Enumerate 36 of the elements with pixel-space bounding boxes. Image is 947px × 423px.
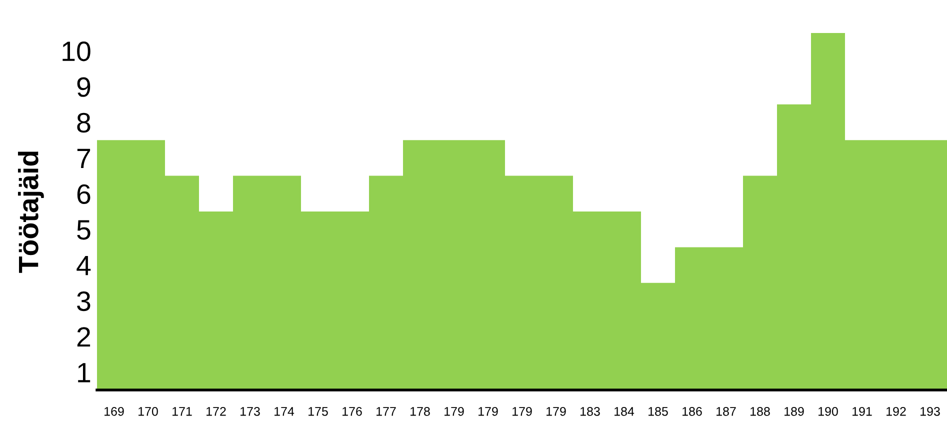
y-tick-label: 4 [76,256,91,276]
x-tick-label: 189 [784,406,804,416]
y-tick-label: 5 [77,220,90,240]
x-tick-label: 192 [886,406,906,416]
x-tick-label: 191 [852,406,872,416]
x-tick-label: 174 [274,407,294,416]
x-tick-label: 179 [546,406,566,416]
x-tick-label: 171 [172,407,192,416]
x-tick-label: 169 [104,406,124,416]
x-tick-label: 183 [580,406,600,416]
y-tick-label: 9 [77,77,90,97]
y-tick-label: 2 [77,327,90,347]
x-tick-label: 193 [920,406,940,416]
x-tick-label: 178 [410,406,430,416]
y-tick-label: 1 [78,363,90,382]
y-tick-label: 7 [77,148,90,168]
y-tick-label: 10 [62,42,90,62]
y-tick-label: 3 [77,291,90,312]
y-axis-title: Töötajäid [18,152,44,273]
x-tick-label: 179 [444,406,464,416]
y-tick-label: 6 [77,184,90,204]
x-tick-label: 172 [206,406,226,416]
x-tick-label: 173 [240,406,260,416]
x-tick-label: 170 [138,406,158,416]
x-tick-label: 190 [818,406,838,416]
x-tick-label: 176 [342,406,362,416]
x-tick-label: 177 [376,407,396,416]
y-tick-label: 8 [77,112,90,133]
x-tick-label: 188 [750,406,770,416]
x-tick-label: 179 [478,406,498,416]
x-tick-label: 186 [682,406,702,416]
x-tick-label: 179 [512,406,532,416]
x-tick-label: 184 [614,406,634,416]
x-tick-label: 185 [648,406,668,416]
x-tick-label: 187 [716,406,736,416]
x-tick-label: 175 [308,407,328,416]
